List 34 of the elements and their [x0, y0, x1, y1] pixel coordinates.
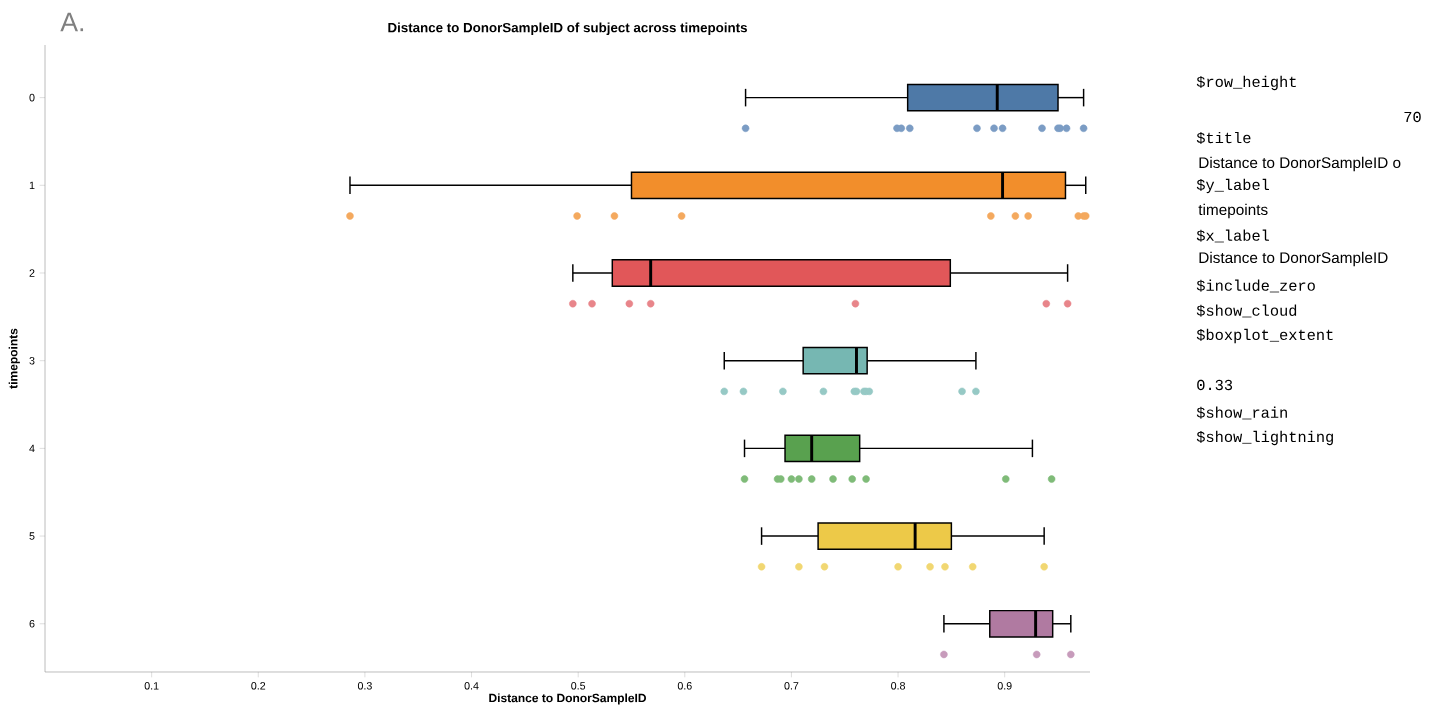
text: $y_label: [1196, 178, 1270, 194]
text: $include_zero: [1196, 279, 1315, 293]
x-tick-label: 0.7: [784, 682, 799, 690]
text: timepoints: [1198, 203, 1268, 219]
text: 70: [1404, 111, 1421, 123]
x-tick-label: 0.9: [997, 682, 1012, 690]
x-axis-title: Distance to DonorSampleID: [489, 693, 646, 705]
text: $x_label: [1196, 229, 1270, 243]
text: Distance to DonorSampleID o: [1199, 156, 1401, 172]
y-tick-label: 5: [29, 532, 35, 540]
y-tick-label: 3: [29, 356, 35, 365]
text: $boxplot_extent: [1196, 328, 1333, 344]
x-tick-label: 0.3: [357, 682, 372, 690]
text: A.: [60, 12, 84, 32]
text: $row_height: [1196, 75, 1296, 91]
y-tick-label: 1: [29, 181, 35, 189]
x-tick-label: 0.5: [571, 682, 586, 690]
text: $show_lightning: [1196, 430, 1333, 446]
x-tick-label: 0.6: [677, 682, 692, 690]
text: $title: [1196, 131, 1251, 145]
x-tick-label: 0.8: [891, 682, 906, 690]
chart-title: Distance to DonorSampleID of subject across timepoints: [388, 22, 747, 35]
y-tick-label: 6: [29, 619, 35, 628]
x-tick-label: 0.1: [144, 682, 159, 690]
y-tick-label: 4: [29, 444, 35, 453]
text: 0.33: [1197, 379, 1233, 391]
text: $show_rain: [1196, 406, 1287, 420]
y-tick-label: 0: [29, 93, 35, 102]
y-axis-title: timepoints: [8, 328, 20, 389]
text: $show_cloud: [1196, 304, 1297, 318]
x-tick-label: 0.4: [464, 682, 479, 690]
x-tick-label: 0.2: [251, 682, 266, 690]
y-tick-label: 2: [29, 269, 35, 277]
text: Distance to DonorSampleID: [1199, 251, 1388, 267]
